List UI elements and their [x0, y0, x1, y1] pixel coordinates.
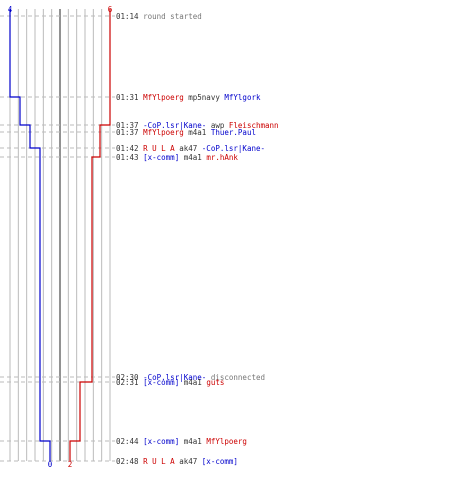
event-row: 01:31 MfYlpoerg mp5navy MfYlgork — [116, 93, 261, 102]
event-text-part: Fleischmann — [229, 121, 279, 130]
event-row: 02:31 [x-comm] m4a1 guts — [116, 378, 224, 387]
event-text-part: mp5navy — [184, 93, 225, 102]
event-dash-lines — [0, 15, 115, 462]
event-time: 02:44 — [116, 437, 143, 446]
event-text-part: awp — [206, 121, 229, 130]
top-blue-label: 4 — [8, 5, 13, 14]
event-text-part: ak47 — [175, 144, 202, 153]
event-time: 01:43 — [116, 153, 143, 162]
event-time: 01:14 — [116, 12, 143, 21]
bottom-red-label: 2 — [68, 460, 73, 469]
event-time: 01:37 — [116, 128, 143, 137]
event-text-part: disconnected — [206, 373, 265, 382]
event-text-part: [x-comm] — [143, 437, 179, 446]
score-lines — [9, 9, 111, 461]
event-text-part: mr.hAnk — [206, 153, 238, 162]
bottom-blue-label: 0 — [48, 460, 53, 469]
event-text-part: [x-comm] — [143, 378, 179, 387]
event-time: 01:37 — [116, 121, 143, 130]
event-text-part: [x-comm] — [202, 457, 238, 466]
event-text-part: m4a1 — [179, 378, 206, 387]
event-text-part: [x-comm] — [143, 153, 179, 162]
event-row: 01:37 MfYlpoerg m4a1 Thuer.Paul — [116, 128, 256, 137]
event-time: 02:31 — [116, 378, 143, 387]
event-text-part: -CoP.lsr|Kane- — [143, 373, 206, 382]
event-row: 01:37 -CoP.lsr|Kane- awp Fleischmann — [116, 121, 279, 130]
event-text-part: -CoP.lsr|Kane- — [202, 144, 265, 153]
event-time: 02:30 — [116, 373, 143, 382]
event-text-part: MfYlpoerg — [143, 128, 184, 137]
event-row: 01:43 [x-comm] m4a1 mr.hAnk — [116, 153, 238, 162]
event-row: 01:14 round started — [116, 12, 202, 21]
event-text-part: round started — [143, 12, 202, 21]
event-text-part: ak47 — [175, 457, 202, 466]
grid-lines — [9, 9, 111, 461]
event-list: 01:14 round started 01:31 MfYlpoerg mp5na… — [116, 12, 279, 466]
top-red-label: 6 — [108, 5, 113, 14]
event-text-part: m4a1 — [184, 128, 211, 137]
event-row: 02:44 [x-comm] m4a1 MfYlpoerg — [116, 437, 247, 446]
event-row: 02:30 -CoP.lsr|Kane- disconnected — [116, 373, 265, 382]
event-text-part: MfYlpoerg — [143, 93, 184, 102]
event-time: 02:48 — [116, 457, 143, 466]
event-text-part: MfYlpoerg — [206, 437, 247, 446]
event-text-part: R U L A — [143, 144, 175, 153]
event-text-part: -CoP.lsr|Kane- — [143, 121, 206, 130]
axis-labels: 4 6 0 2 — [8, 5, 113, 469]
event-text-part: R U L A — [143, 457, 175, 466]
event-text-part: Thuer.Paul — [211, 128, 256, 137]
event-row: 01:42 R U L A ak47 -CoP.lsr|Kane- — [116, 144, 265, 153]
event-time: 01:42 — [116, 144, 143, 153]
event-text-part: m4a1 — [179, 437, 206, 446]
event-text-part: m4a1 — [179, 153, 206, 162]
event-row: 02:48 R U L A ak47 [x-comm] — [116, 457, 238, 466]
event-text-part: guts — [206, 378, 224, 387]
event-time: 01:31 — [116, 93, 143, 102]
blue-team-line — [9, 9, 51, 461]
event-text-part: MfYlgork — [224, 93, 261, 102]
red-team-line — [69, 9, 111, 461]
